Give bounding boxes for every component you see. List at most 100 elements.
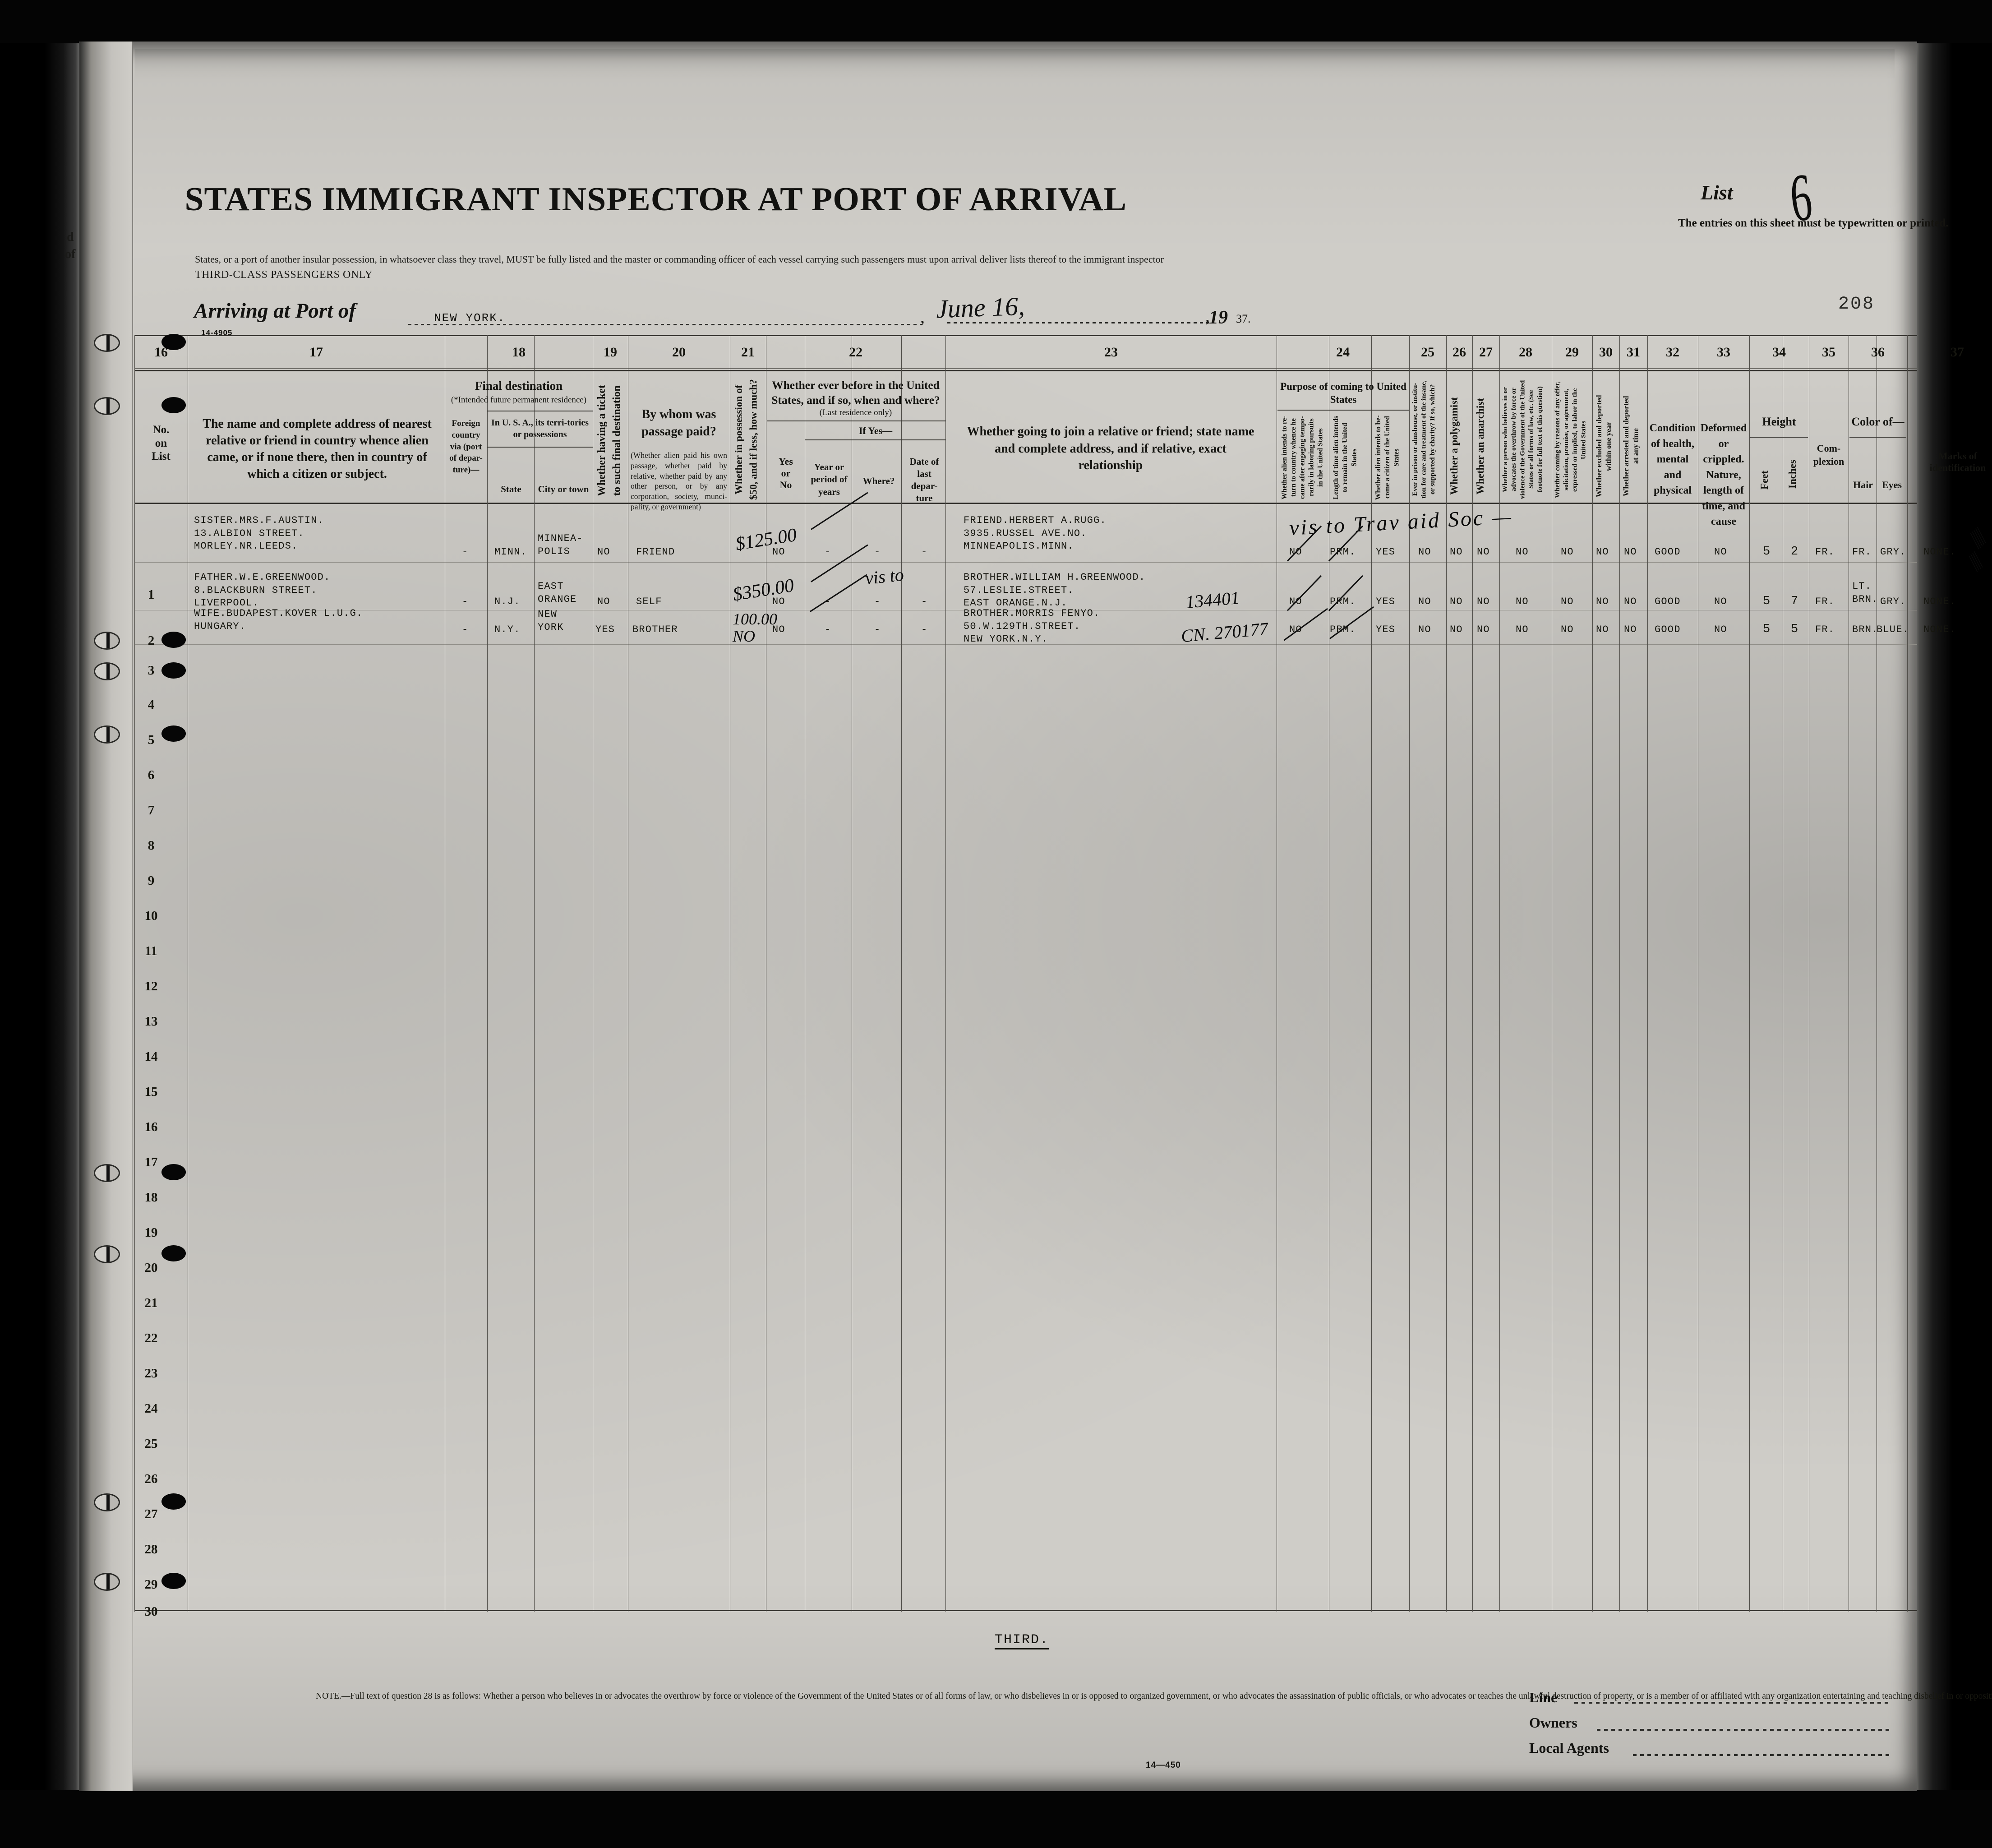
row-1-c36-eyes: GRY. [1880, 546, 1906, 558]
row-number-29: 29 [144, 1577, 158, 1592]
col-number-33: 33 [1717, 345, 1730, 360]
col-number-30: 30 [1599, 345, 1613, 360]
row-number-5: 5 [148, 733, 155, 747]
row-2-c23: BROTHER.WILLIAM H.GREENWOOD. 57.LESLIE.S… [964, 572, 1146, 609]
col-number-22: 22 [849, 345, 862, 360]
row-3-c33: NO [1714, 624, 1727, 635]
row-1-c18-state: MINN. [494, 546, 527, 558]
header-24a: Whether alien intends to re-turn to coun… [1281, 416, 1324, 499]
row-2-c37: NONE. [1923, 596, 1956, 607]
row-2-c34-feet: 5 [1763, 595, 1771, 608]
row-1-c26: NO [1450, 546, 1463, 558]
arriving-at-port-label: Arriving at Port of [194, 299, 356, 323]
punch-hole-solid-1 [161, 334, 186, 350]
punch-hole-ring-5 [94, 725, 120, 744]
header-16: No. on List [152, 424, 171, 462]
row-2-c18-foreign: - [462, 596, 469, 607]
row-2-handwritten-number: 134401 [1185, 587, 1240, 613]
row-2-c29: NO [1561, 596, 1574, 607]
date-comma: , [1205, 305, 1210, 326]
header-32: Condition of health, mental and physical [1649, 422, 1696, 497]
header-34-rule [1750, 437, 1808, 438]
signature-label-local-agents: Local Agents [1529, 1740, 1609, 1756]
row-3-c18-city: NEW YORK [538, 609, 564, 633]
col-number-18: 18 [512, 345, 526, 360]
row-number-9: 9 [148, 873, 155, 888]
row-number-2: 2 [148, 633, 155, 648]
header-35: Com-plexion [1813, 443, 1844, 467]
header-22-rule [767, 420, 945, 421]
prev-page-fragment-1: d [67, 230, 74, 244]
row-2-handwritten-note: vis to [864, 564, 905, 589]
col-sep-left [134, 335, 135, 1612]
header-21: Whether in possession of $50, and if les… [733, 379, 759, 500]
row-3-c25: NO [1418, 624, 1431, 635]
film-edge-bottom [0, 1790, 1992, 1848]
header-33: Deformed or crippled. Nature, length of … [1700, 422, 1747, 528]
header-20-subtitle: (Whether alien paid his own passage, whe… [631, 451, 727, 511]
row-1-c29: NO [1561, 546, 1574, 558]
col-number-34: 34 [1772, 345, 1786, 360]
page-number-stamp: 208 [1838, 294, 1875, 314]
arrival-date-value: June 16, [935, 291, 1025, 324]
row-number-12: 12 [144, 979, 158, 993]
row-number-20: 20 [144, 1261, 158, 1275]
header-27: Whether an anarchist [1475, 398, 1486, 494]
col-number-35: 35 [1822, 345, 1835, 360]
punch-hole-solid-7 [161, 1245, 186, 1261]
table-rule-bottom [134, 1610, 1917, 1611]
row-1-c25: NO [1418, 546, 1431, 558]
row-2-c19: NO [597, 596, 610, 607]
header-18-usa: In U. S. A., its terri-tories or possess… [491, 418, 589, 439]
header-36-eyes: Eyes [1882, 479, 1902, 490]
row-1-c31: NO [1624, 546, 1637, 558]
punch-hole-ring-3 [94, 632, 120, 650]
row-1-c30: NO [1596, 546, 1609, 558]
ghost-text-band [135, 49, 1895, 80]
header-18-subtitle: (*Intended future permanent residence) [451, 395, 587, 405]
col-sep-22-23 [945, 335, 946, 1612]
row-2-c18-city: EAST ORANGE [538, 581, 577, 605]
page-spine [79, 42, 133, 1791]
row-3-c21-amount: 100.00 NO [733, 610, 777, 645]
header-22-rule2 [805, 439, 945, 440]
row-3-c23: BROTHER.MORRIS FENYO. 50.W.129TH.STREET.… [964, 608, 1100, 645]
header-24-title: Purpose of coming to United States [1280, 381, 1406, 406]
row-number-15: 15 [144, 1085, 158, 1099]
col-sep-27-28 [1499, 335, 1500, 1612]
header-18-state: State [501, 484, 521, 494]
header-28: Whether a person who believes in or advo… [1502, 380, 1544, 499]
row-number-26: 26 [144, 1472, 158, 1486]
row-3-c36-hair: BRN. [1852, 624, 1878, 635]
row-number-8: 8 [148, 838, 155, 853]
row-1-c22-where: - [874, 546, 881, 558]
row-number-21: 21 [144, 1296, 158, 1310]
col-number-21: 21 [741, 345, 755, 360]
row-1-c27: NO [1477, 546, 1490, 558]
row-number-10: 10 [144, 909, 158, 923]
col-sep-24b [1371, 335, 1372, 1612]
header-22-year: Year or period of years [811, 462, 848, 497]
signature-label-owners: Owners [1529, 1714, 1577, 1731]
row-3-c22-date: - [921, 624, 928, 635]
col-sep-26-27 [1472, 335, 1473, 1612]
punch-hole-solid-2 [161, 397, 186, 413]
row-3-c31: NO [1624, 624, 1637, 635]
row-2-c22-yesno: NO [772, 596, 785, 607]
row-number-28: 28 [144, 1542, 158, 1557]
punch-hole-ring-9 [94, 1573, 120, 1591]
row-number-24: 24 [144, 1401, 158, 1416]
row-number-4: 4 [148, 698, 155, 712]
signature-dots-owners [1597, 1729, 1890, 1731]
row-1-c24c: YES [1376, 546, 1396, 558]
header-24b: Length of time alien intends to remain i… [1332, 416, 1358, 499]
header-24-rule [1277, 410, 1409, 411]
row-2-c21-amount: $350.00 [731, 575, 796, 605]
row-2-c27: NO [1477, 596, 1490, 607]
row-2-c35: FR. [1815, 596, 1835, 607]
row-3-c22-yesno: NO [772, 624, 785, 635]
row-3-c26: NO [1450, 624, 1463, 635]
row-3-c35: FR. [1815, 624, 1835, 635]
row-number-30: 30 [144, 1604, 158, 1619]
row-3-c29: NO [1561, 624, 1574, 635]
